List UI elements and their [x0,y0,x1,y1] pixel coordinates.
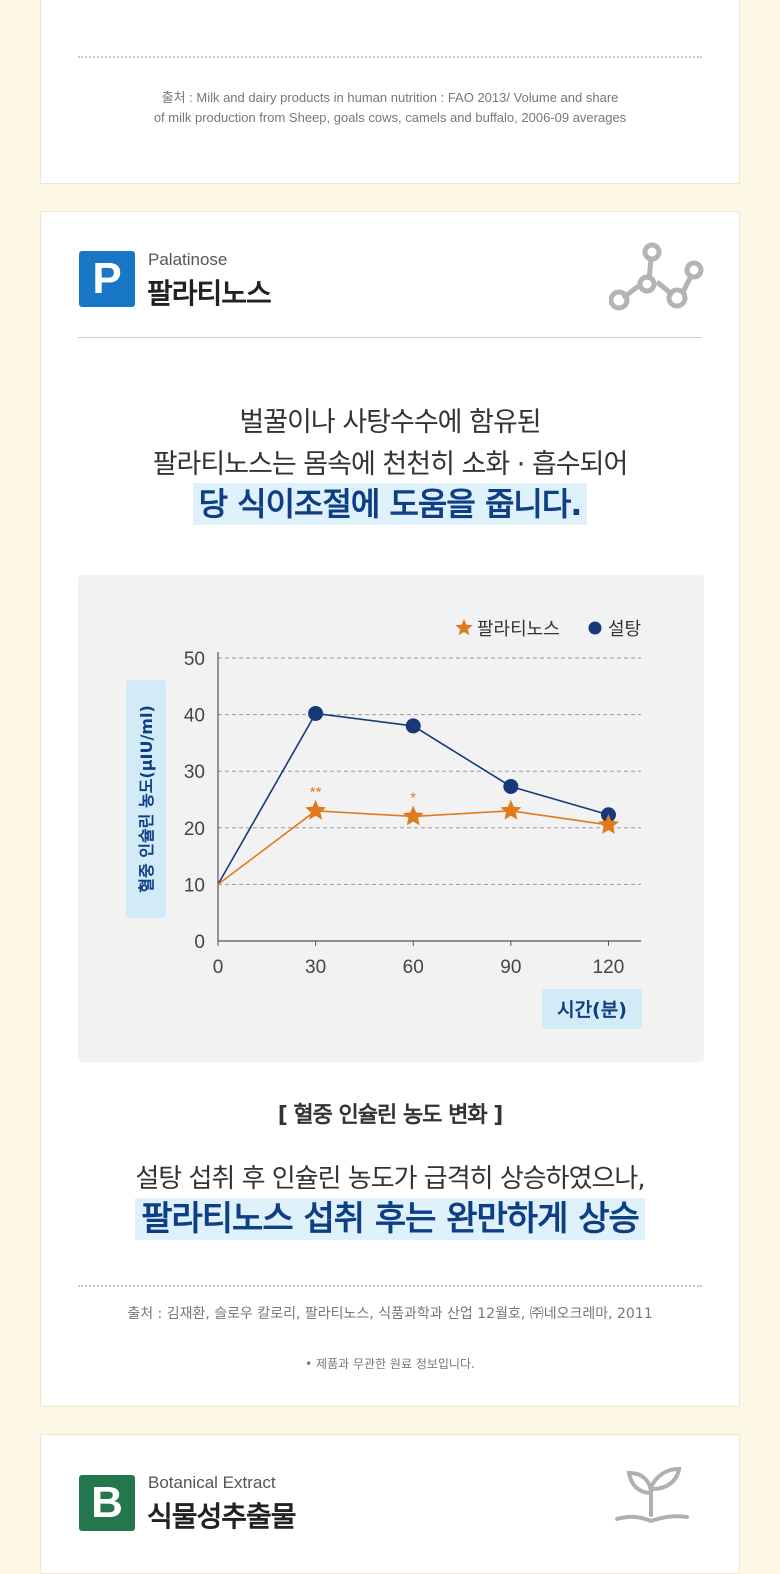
data-point [305,799,327,820]
botanical-card: B Botanical Extract 식물성추출물 [40,1434,740,1574]
section-title-ko: 식물성추출물 [147,1500,297,1533]
y-tick-label: 40 [184,706,205,727]
chart-caption: [ 혈중 인슐린 농도 변화 ] [277,1103,504,1128]
disclaimer-note: • 제품과 무관한 원료 정보입니다. [305,1357,475,1371]
lead-text: 벌꿀이나 사탕수수에 함유된 [239,407,541,438]
palatinose-card: P Palatinose 팔라티노스 벌꿀이나 사탕수수에 함유된 팔라티노스는… [40,211,740,1407]
legend-star-icon [455,619,473,636]
series-line-star [217,810,609,886]
data-point [598,814,619,834]
summary-text: 설탕 섭취 후 인슐린 농도가 급격히 상승하였으나, [135,1164,645,1194]
y-tick-label: 10 [184,875,205,896]
highlight-text: 당 식이조절에 도움을 줍니다. [41,483,739,525]
legend-label: 팔라티노스 [477,619,560,640]
y-axis-label: 혈중 인슐린 농도(μIU/ml) [137,705,156,893]
data-point [503,778,519,794]
x-tick-label: 120 [593,957,625,978]
data-point [405,718,421,734]
botanical-badge: B [79,1475,135,1531]
data-point [308,705,324,721]
y-tick-label: 30 [184,762,205,783]
x-tick-label: 30 [305,957,326,978]
y-tick-label: 0 [194,932,205,953]
palatinose-badge: P [79,251,135,307]
insulin-chart: 0 10 20 30 40 50 0 30 60 90 120 ** * 팔라티노스 설탕 혈중 인슐린… [78,575,704,1062]
significance-mark: * [410,789,416,806]
section-title-en: Palatinose [148,250,228,269]
plant-hand-icon [615,1466,689,1524]
dotted-divider [78,56,702,58]
significance-mark: ** [310,784,322,801]
source-card: 출처 : Milk and dairy products in human nu… [40,0,740,184]
section-title-ko: 팔라티노스 [147,277,272,310]
lead-text: 팔라티노스는 몸속에 천천히 소화 · 흡수되어 [152,449,629,480]
data-point [500,799,522,820]
y-tick-label: 20 [184,819,205,840]
x-tick-label: 90 [500,957,521,978]
legend-label: 설탕 [608,619,641,640]
source-text: 출처 : 김재환, 슬로우 칼로리, 팔라티노스, 식품과학과 산업 12월호,… [127,1306,653,1322]
x-axis-label: 시간(분) [557,999,627,1021]
dotted-divider [78,1285,702,1287]
x-tick-label: 0 [213,957,224,978]
legend-circle-icon [588,621,602,635]
section-title-en: Botanical Extract [148,1473,276,1492]
source-line: of milk production from Sheep, goals cow… [153,110,627,125]
y-tick-label: 50 [184,649,205,670]
summary-highlight: 팔라티노스 섭취 후는 완만하게 상승 [41,1198,739,1240]
molecule-icon [609,242,704,311]
data-point [402,805,424,826]
section-divider [78,337,702,338]
y-axis-label-bg [126,680,166,918]
x-tick-label: 60 [403,957,424,978]
source-text: 출처 : Milk and dairy products in human nu… [41,88,739,128]
source-line: 출처 : Milk and dairy products in human nu… [161,90,619,105]
x-axis-label-bg [542,989,642,1029]
